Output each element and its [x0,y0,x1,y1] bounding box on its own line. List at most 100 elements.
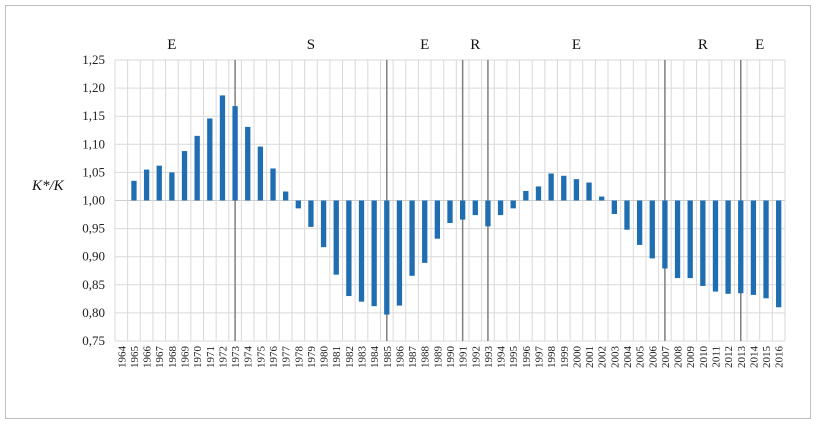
bar [181,151,188,201]
bar [497,200,504,216]
period-label: E [572,37,581,53]
bar [700,200,706,286]
x-tick-label: 1993 [483,346,495,369]
bar [320,200,327,248]
x-tick-label: 1986 [394,346,406,369]
bar [384,200,390,315]
x-tick-label: 2015 [761,346,773,369]
x-tick-label: 2014 [748,346,760,369]
x-tick-label: 2011 [710,346,722,368]
bar [232,106,238,201]
bar [156,165,162,201]
y-tick-label: 0,85 [82,277,105,292]
chart-frame [5,5,811,419]
bar [207,118,213,201]
y-tick-label: 0,90 [82,249,105,264]
x-tick-label: 2006 [647,346,659,369]
y-tick-label: 1,00 [82,193,105,208]
x-tick-label: 1979 [306,346,318,369]
bar [143,169,150,201]
x-tick-label: 2007 [660,346,672,369]
x-tick-label: 1976 [268,346,280,369]
bar [599,196,605,201]
x-tick-label: 1995 [508,346,520,369]
x-tick-label: 2010 [698,346,710,369]
bar [687,200,693,279]
x-tick-label: 1969 [180,346,192,369]
x-tick-label: 1998 [546,346,558,369]
bar [548,173,554,201]
bar [422,200,428,263]
bar [649,200,655,259]
x-tick-label: 1966 [142,346,154,369]
x-tick-label: 1964 [116,346,128,369]
bar [535,186,542,201]
x-tick-label: 1980 [319,346,331,369]
x-tick-label: 2001 [584,346,596,368]
x-tick-label: 1992 [470,346,482,368]
bar [295,200,301,209]
x-tick-label: 2005 [635,346,647,369]
y-tick-label: 1,25 [82,52,105,67]
x-tick-label: 1970 [192,346,204,369]
y-tick-label: 1,20 [82,80,105,95]
bar [738,200,744,294]
x-tick-label: 2002 [597,346,609,368]
bar [245,126,251,201]
period-label: E [755,37,764,53]
bar [561,175,567,201]
x-tick-label: 1965 [129,346,141,369]
x-tick-label: 1996 [521,346,533,369]
x-tick-label: 1978 [293,346,305,369]
x-tick-label: 1973 [230,346,242,369]
y-tick-label: 0,75 [82,333,105,348]
x-tick-label: 1981 [331,346,343,368]
x-tick-label: 1984 [369,346,381,369]
bar [333,200,339,275]
bar [763,200,769,299]
x-tick-label: 1974 [243,346,255,369]
bar [636,200,643,245]
bar [371,200,377,307]
bar [485,200,491,227]
bar [409,200,415,276]
bar [358,200,365,302]
x-tick-label: 1968 [167,346,179,369]
bar [624,200,630,230]
x-tick-label: 1971 [205,346,217,368]
x-tick-label: 1989 [432,346,444,369]
period-label: E [420,37,429,53]
y-tick-label: 1,10 [82,136,105,151]
bar [662,200,668,269]
bar [447,200,453,223]
bar [459,200,466,220]
x-tick-label: 2013 [736,346,748,369]
bar [346,200,352,297]
x-tick-label: 1990 [445,346,457,369]
x-tick-label: 1999 [559,346,571,369]
y-tick-labels: 0,75 0,80 0,85 0,90 0,95 1,00 1,05 1,10 1,15 1,20… [82,52,105,348]
bar [283,191,289,201]
bar [611,200,617,214]
bar [169,172,175,201]
bar [523,190,529,201]
x-tick-label: 1975 [255,346,267,369]
bar [725,200,731,294]
x-tick-label: 1972 [217,346,229,368]
x-tick-label: 1967 [154,346,166,369]
bar [472,200,478,216]
bar [510,200,516,209]
bar [674,200,681,279]
y-tick-label: 1,05 [82,164,105,179]
bar [396,200,403,306]
bar [750,200,757,295]
bar [434,200,441,239]
bar [776,200,782,308]
x-tick-label: 1977 [281,346,293,369]
bar [308,200,314,227]
x-tick-labels: 1964 1965 1966 1967 1968 1969 1970 1971 1972 1973… [116,346,785,369]
x-tick-label: 1987 [407,346,419,369]
x-tick-label: 2009 [685,346,697,369]
